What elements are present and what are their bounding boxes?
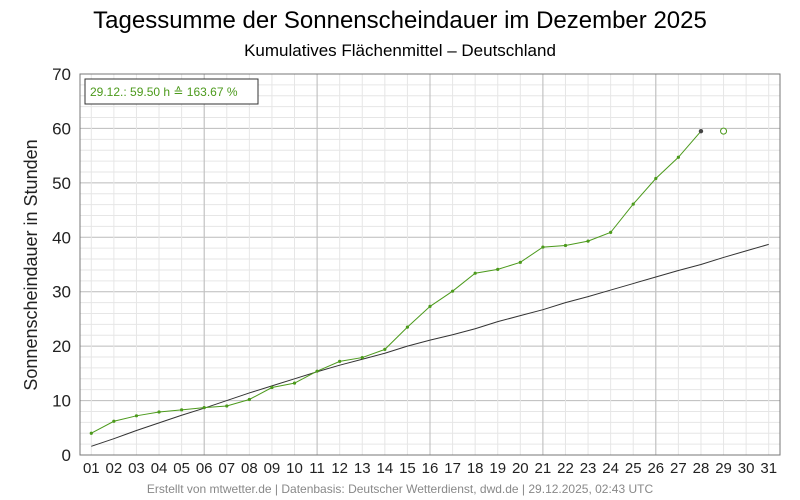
x-tick-label: 31 [760, 460, 777, 477]
current-series-point [270, 385, 274, 390]
current-series-point [383, 347, 387, 352]
x-tick-label: 10 [286, 460, 303, 477]
current-series-point [609, 230, 613, 234]
y-tick-label: 40 [52, 228, 71, 247]
current-series-point [112, 419, 116, 423]
current-series-point [518, 260, 522, 264]
x-tick-label: 22 [557, 460, 574, 477]
x-tick-label: 19 [489, 460, 506, 477]
x-tick-label: 06 [196, 460, 213, 477]
x-tick-label: 07 [218, 460, 235, 477]
x-tick-label: 05 [173, 460, 190, 477]
chart-subtitle: Kumulatives Flächenmittel – Deutschland [244, 41, 556, 60]
current-series-point [563, 243, 568, 248]
current-series-point [586, 239, 590, 243]
x-tick-label: 02 [106, 460, 123, 477]
x-tick-label: 25 [625, 460, 642, 477]
current-series-point [450, 289, 455, 293]
y-tick-label: 50 [52, 174, 71, 193]
current-series-line [91, 130, 702, 434]
y-ticks: 0 10 20 30 40 50 60 70 [52, 65, 71, 465]
current-series-point [338, 359, 342, 363]
x-tick-label: 13 [354, 460, 371, 477]
x-tick-label: 27 [670, 460, 687, 477]
y-tick-label: 10 [52, 392, 71, 411]
annotation-frame [84, 78, 259, 105]
current-series-point [180, 408, 184, 412]
y-axis-label: Sonnenscheindauer in Stunden [21, 139, 41, 390]
x-tick-label: 26 [647, 460, 664, 477]
current-series-point [541, 245, 545, 249]
current-series-point [676, 155, 680, 159]
x-tick-label: 24 [602, 460, 619, 477]
y-tick-label: 60 [52, 119, 71, 138]
current-series-point [654, 176, 658, 181]
x-tick-label: 21 [535, 460, 552, 477]
x-tick-label: 08 [241, 460, 258, 477]
current-series-point [247, 397, 251, 402]
x-tick-label: 04 [151, 460, 168, 477]
annotation-text: 29.12.: 59.50 h ≙ 163.67 % [90, 85, 238, 99]
x-tick-label: 30 [738, 460, 755, 477]
current-series-point [292, 381, 297, 385]
current-series-point [360, 355, 364, 360]
current-series-point [157, 410, 161, 414]
x-tick-label: 16 [422, 460, 439, 477]
current-series-point [496, 267, 500, 271]
chart-title: Tagessumme der Sonnenscheindauer im Deze… [93, 7, 707, 34]
x-ticks: 01 02 03 04 05 06 07 08 09 10 11 12 13 14 15 16 17 18 19 20… [83, 460, 777, 477]
annotation-box: 29.12.: 59.50 h ≙ 163.67 % [84, 78, 259, 105]
current-series-point [225, 404, 229, 408]
current-series-point [202, 406, 206, 410]
current-series-point [89, 431, 93, 435]
x-tick-label: 17 [444, 460, 461, 477]
x-tick-label: 14 [376, 460, 393, 477]
y-tick-label: 30 [52, 283, 71, 302]
current-series-point [698, 128, 704, 134]
x-tick-label: 12 [331, 460, 348, 477]
x-tick-label: 23 [580, 460, 597, 477]
current-series-point [405, 325, 410, 329]
plot-frame [79, 73, 781, 456]
current-series-point [473, 271, 477, 275]
x-tick-label: 15 [399, 460, 416, 477]
current-series-point [315, 369, 319, 373]
x-tick-label: 09 [264, 460, 281, 477]
current-series-point [631, 202, 635, 206]
series-layer [89, 127, 769, 447]
x-tick-label: 20 [512, 460, 529, 477]
y-tick-label: 0 [62, 446, 71, 465]
current-series-point [428, 304, 432, 309]
x-tick-label: 03 [128, 460, 145, 477]
x-tick-label: 18 [467, 460, 484, 477]
y-tick-label: 20 [52, 337, 71, 356]
grid [80, 73, 780, 456]
x-tick-label: 29 [715, 460, 732, 477]
y-tick-label: 70 [52, 65, 71, 84]
x-tick-label: 11 [309, 460, 325, 477]
x-tick-label: 28 [693, 460, 710, 477]
forecast-point [720, 127, 728, 135]
current-series-point [134, 414, 139, 418]
x-tick-label: 01 [83, 460, 100, 477]
footer-credit: Erstellt von mtwetter.de | Datenbasis: D… [147, 482, 654, 496]
